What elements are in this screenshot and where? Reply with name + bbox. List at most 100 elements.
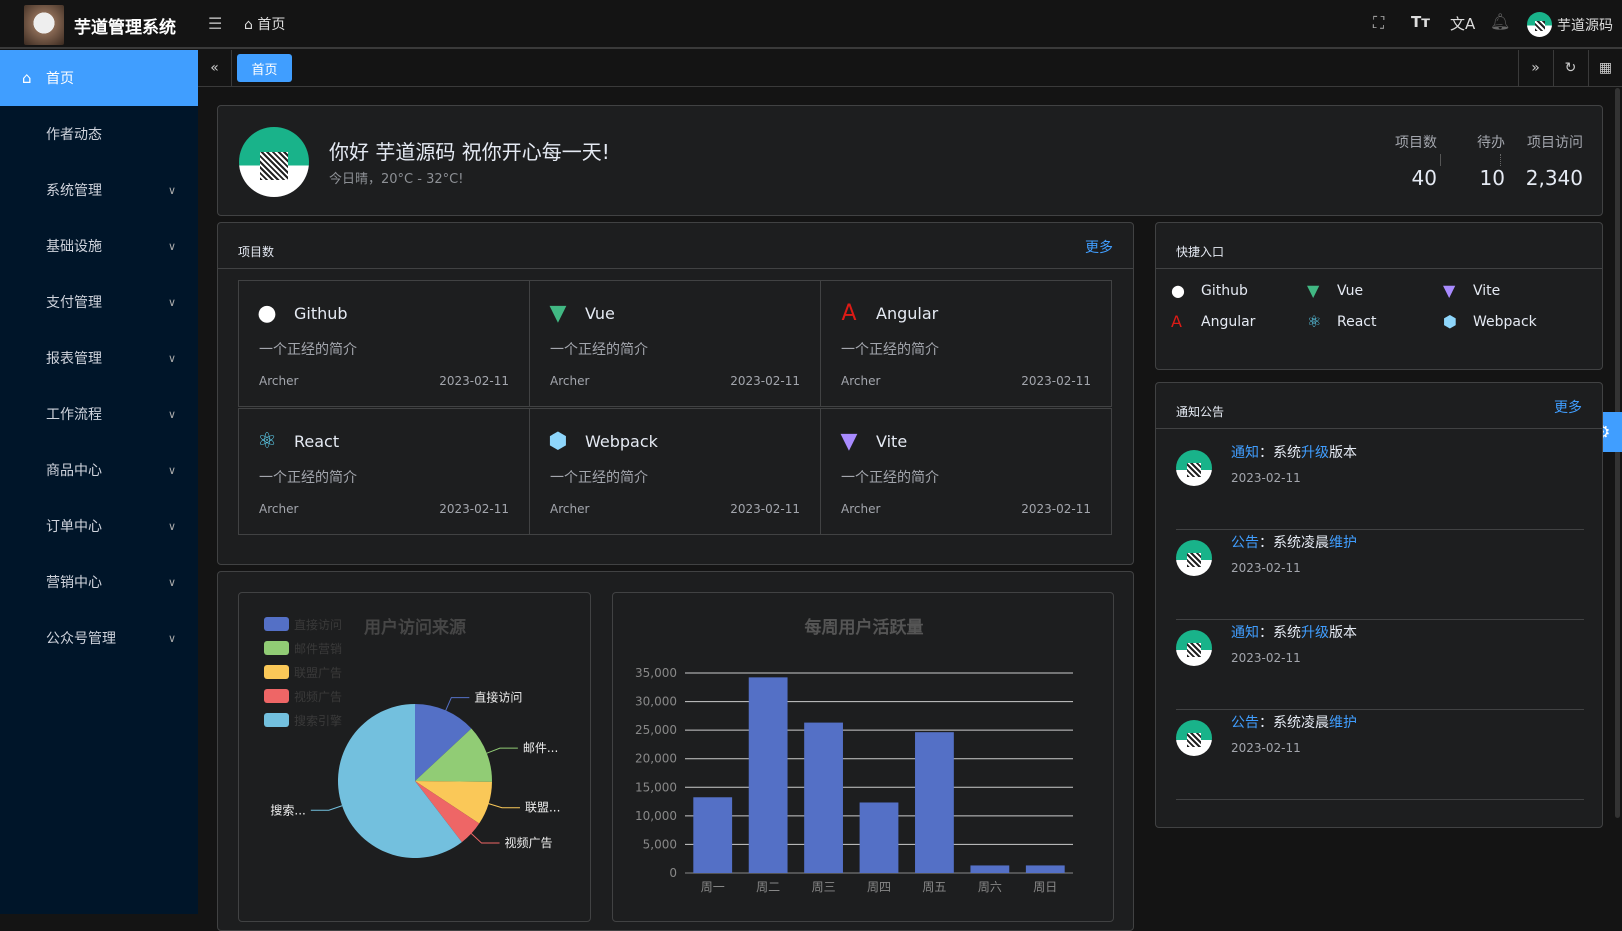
notice-text: 公告：系统凌晨维护	[1231, 532, 1357, 552]
logo	[24, 5, 64, 45]
notice-type[interactable]: 公告	[1231, 535, 1259, 551]
bar-chart: 每周用户活跃量 0 5,000 10,000 15,000 20,000 25,000 30,…	[635, 617, 1073, 894]
translate-icon[interactable]: 文A	[1450, 15, 1476, 33]
bell-icon[interactable]: 🔔︎	[1490, 12, 1511, 31]
project-card[interactable]: A Angular 一个正经的简介 Archer 2023-02-11	[820, 280, 1112, 407]
top-header: 芋道管理系统 ☰ ⌂ 首页 ⛶ Tт 文A 🔔︎ 芋道源码	[0, 0, 1622, 49]
x-tick-label: 周三	[812, 880, 836, 894]
y-tick-label: 5,000	[643, 837, 677, 851]
pie-label: 邮件...	[523, 741, 558, 755]
shortcut-label: Webpack	[1473, 313, 1537, 330]
bar[interactable]	[804, 722, 843, 873]
chevron-down-icon: ∨	[167, 183, 176, 197]
y-tick-label: 15,000	[635, 780, 677, 794]
github-icon: ●	[257, 301, 277, 326]
shortcut-react[interactable]: ⚛ React	[1307, 312, 1376, 331]
project-name: Vue	[585, 304, 615, 323]
sidebar-item[interactable]: 订单中心 ∨	[0, 498, 198, 554]
bar[interactable]	[748, 677, 788, 873]
sidebar-item[interactable]: 公众号管理 ∨	[0, 610, 198, 666]
notice-type[interactable]: 通知	[1231, 445, 1259, 461]
bar[interactable]	[915, 732, 954, 873]
shortcut-github[interactable]: ● Github	[1171, 281, 1248, 300]
pie-slice[interactable]	[338, 704, 462, 858]
fullscreen-icon[interactable]: ⛶	[1373, 13, 1385, 32]
shortcut-webpack[interactable]: ⬢ Webpack	[1443, 312, 1537, 331]
sidebar-item[interactable]: 系统管理 ∨	[0, 162, 198, 218]
breadcrumb-item[interactable]: 首页	[257, 17, 286, 33]
legend-label[interactable]: 邮件营销	[294, 642, 342, 656]
shortcut-vue[interactable]: ▼ Vue	[1307, 281, 1363, 300]
notice-highlight: 升级	[1301, 625, 1329, 641]
sidebar-item-label: 系统管理	[46, 183, 102, 199]
project-card[interactable]: ⬢ Webpack 一个正经的简介 Archer 2023-02-11	[529, 408, 821, 535]
grid-menu-icon[interactable]: ▦	[1588, 50, 1622, 86]
pie-slice[interactable]	[415, 781, 492, 824]
projects-title: 项目数	[218, 223, 1133, 269]
notice-sep: ：	[1259, 535, 1273, 551]
project-card[interactable]: ▼ Vue 一个正经的简介 Archer 2023-02-11	[529, 280, 821, 407]
tab-home[interactable]: 首页	[237, 54, 292, 82]
notice-type[interactable]: 公告	[1231, 715, 1259, 731]
bar[interactable]	[1025, 865, 1065, 873]
github-icon: ●	[1171, 281, 1185, 300]
sidebar-item[interactable]: 工作流程 ∨	[0, 386, 198, 442]
refresh-icon[interactable]: ↻	[1553, 50, 1587, 86]
sidebar-item-label: 支付管理	[46, 295, 102, 311]
pie-slice[interactable]	[415, 781, 480, 843]
menu-fold-icon[interactable]: ☰	[208, 14, 223, 33]
stat-label: 待办	[1477, 135, 1505, 151]
react-icon: ⚛	[257, 429, 277, 454]
notice-item[interactable]: 通知：系统升级版本 2023-02-11	[1176, 620, 1584, 710]
y-tick-label: 30,000	[635, 695, 677, 709]
scroll-right-icon[interactable]: »	[1518, 50, 1552, 86]
username[interactable]: 芋道源码	[1557, 18, 1613, 34]
user-avatar[interactable]	[1527, 12, 1552, 37]
pie-slice[interactable]	[415, 728, 492, 782]
scrollbar[interactable]	[1615, 88, 1620, 818]
notice-item[interactable]: 公告：系统凌晨维护 2023-02-11	[1176, 530, 1584, 620]
sidebar-item-label: 订单中心	[46, 519, 102, 535]
legend-label[interactable]: 搜索引擎	[294, 713, 342, 728]
bar[interactable]	[859, 802, 899, 873]
pie-slice[interactable]	[415, 704, 472, 781]
legend-label[interactable]: 视频广告	[294, 689, 342, 704]
font-size-icon[interactable]: Tт	[1411, 13, 1430, 31]
notice-text: 通知：系统升级版本	[1231, 622, 1357, 642]
bar[interactable]	[970, 865, 1010, 873]
bar[interactable]	[693, 797, 733, 873]
pie-label-line	[488, 803, 520, 809]
shortcut-vite[interactable]: ▼ Vite	[1443, 281, 1500, 300]
project-card[interactable]: ● Github 一个正经的简介 Archer 2023-02-11	[238, 280, 530, 407]
sidebar-item[interactable]: ⌂ 首页	[0, 50, 198, 106]
scroll-left-icon[interactable]: «	[198, 50, 232, 86]
notice-item[interactable]: 通知：系统升级版本 2023-02-11	[1176, 440, 1584, 530]
sidebar-item[interactable]: 基础设施 ∨	[0, 218, 198, 274]
legend-swatch[interactable]	[264, 617, 289, 631]
project-card[interactable]: ⚛ React 一个正经的简介 Archer 2023-02-11	[238, 408, 530, 535]
sidebar-item[interactable]: 报表管理 ∨	[0, 330, 198, 386]
legend-swatch[interactable]	[264, 689, 289, 703]
sidebar-item-label: 商品中心	[46, 463, 102, 479]
project-author: Archer	[259, 502, 299, 516]
legend-label[interactable]: 联盟广告	[294, 666, 342, 680]
legend-swatch[interactable]	[264, 665, 289, 679]
notices-more-link[interactable]: 更多	[1554, 400, 1582, 416]
breadcrumb[interactable]: ⌂ 首页	[244, 14, 285, 34]
notice-item[interactable]: 公告：系统凌晨维护 2023-02-11	[1176, 710, 1584, 800]
legend-label[interactable]: 直接访问	[294, 617, 342, 632]
greeting: 你好 芋道源码 祝你开心每一天!	[329, 140, 610, 164]
sidebar-item[interactable]: 商品中心 ∨	[0, 442, 198, 498]
project-card[interactable]: ▼ Vite 一个正经的简介 Archer 2023-02-11	[820, 408, 1112, 535]
tab-bar: « 首页 » ↻ ▦	[198, 50, 1622, 87]
sidebar-item[interactable]: 支付管理 ∨	[0, 274, 198, 330]
notice-type[interactable]: 通知	[1231, 625, 1259, 641]
sidebar-item-label: 营销中心	[46, 575, 102, 591]
shortcut-angular[interactable]: A Angular	[1171, 312, 1255, 331]
legend-swatch[interactable]	[264, 713, 289, 727]
sidebar-item[interactable]: 作者动态	[0, 106, 198, 162]
pie-label-line	[310, 805, 343, 811]
projects-more-link[interactable]: 更多	[1085, 240, 1113, 256]
sidebar-item[interactable]: 营销中心 ∨	[0, 554, 198, 610]
legend-swatch[interactable]	[264, 641, 289, 655]
